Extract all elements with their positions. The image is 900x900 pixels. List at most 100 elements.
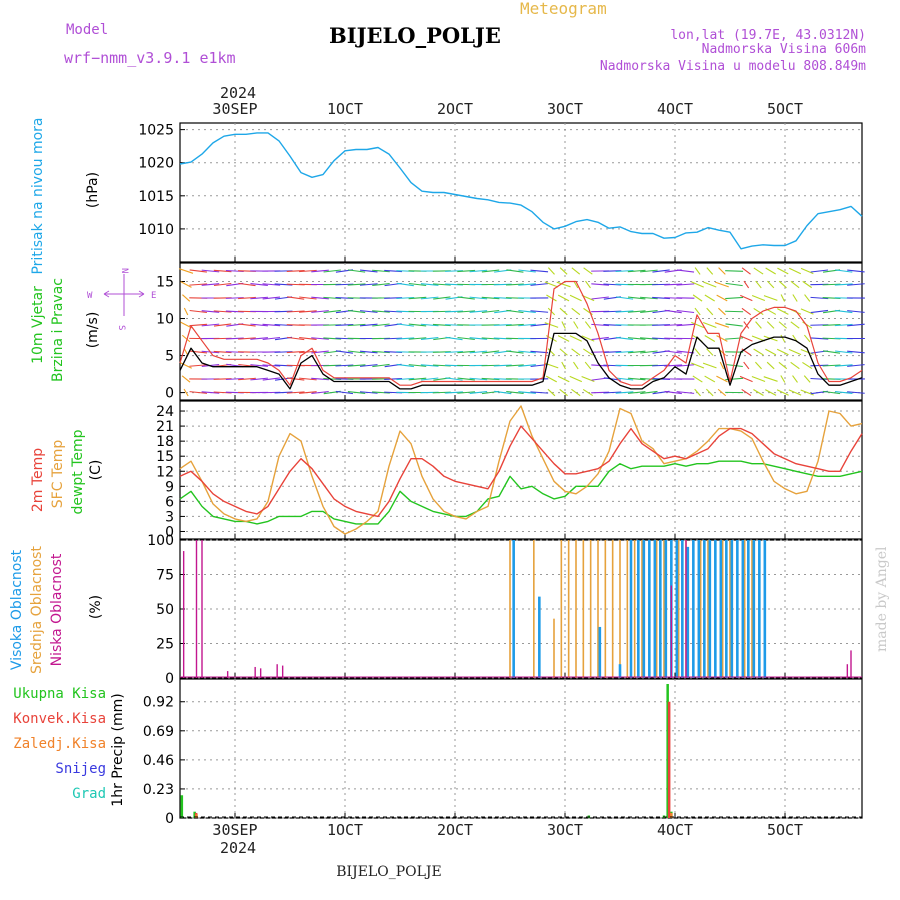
wind-barb — [627, 350, 646, 354]
precip-legend-total: Ukupna Kisa — [13, 686, 106, 702]
cloud-ylabel-mid: Srednja Oblacnost — [29, 546, 45, 674]
wind-barb — [201, 283, 220, 286]
wind-barb — [201, 391, 220, 394]
wind-barb — [481, 296, 500, 300]
y-tick-label: 50 — [156, 602, 174, 618]
wind-barb — [408, 377, 427, 381]
wind-barb — [834, 364, 853, 367]
temp-ylabel-2m: 2m Temp — [30, 448, 46, 512]
wind-barb — [780, 334, 786, 343]
wind-barb — [716, 335, 728, 342]
wind-barb — [753, 267, 764, 275]
wind-barb — [676, 391, 695, 394]
wind-barb — [547, 348, 556, 356]
y-tick-label: 1015 — [138, 189, 174, 205]
wind-barb — [189, 350, 208, 354]
wind-barb — [591, 283, 610, 286]
wind-barb — [790, 361, 800, 370]
wind-barb — [691, 362, 705, 369]
wind-barb — [481, 269, 500, 273]
x-bottom-tick-label: 3OCT — [547, 821, 583, 839]
wind-barb — [835, 350, 853, 354]
wind-barb — [559, 307, 568, 316]
wind-barb — [706, 267, 714, 275]
wind-barb — [469, 377, 488, 381]
wind-barb — [505, 323, 524, 327]
wind-barb — [347, 391, 366, 394]
wind-barb — [250, 364, 268, 367]
wind-barb — [847, 364, 865, 367]
wind-barb — [627, 337, 646, 340]
wind-barb — [810, 337, 829, 340]
wind-barb — [640, 390, 658, 395]
wind-barb — [274, 351, 293, 353]
wind-barb — [800, 308, 814, 315]
wind-barb — [706, 307, 714, 316]
y-tick-label: 10 — [156, 312, 174, 328]
wind-barb — [591, 391, 610, 394]
dewpoint-line — [179, 460, 863, 525]
wind-barb — [506, 390, 524, 395]
wind-barb — [506, 309, 524, 314]
wind-barb — [740, 294, 753, 302]
wind-barb — [372, 269, 390, 273]
wind-barb — [493, 324, 512, 326]
wind-barb — [676, 350, 695, 354]
wind-barb — [692, 294, 703, 302]
wind-barb — [584, 361, 592, 370]
y-tick-label: 0.69 — [143, 724, 174, 740]
wind-barb — [763, 295, 778, 301]
wind-barb — [547, 388, 556, 397]
wind-barb — [432, 364, 451, 367]
wind-barb — [359, 283, 378, 286]
y-tick-label: 5 — [165, 349, 174, 365]
wind-barb — [299, 391, 317, 394]
wind-barb — [445, 391, 463, 394]
wind-barb — [676, 323, 695, 327]
y-tick-label: 0.92 — [143, 695, 174, 711]
wind-barb — [741, 388, 752, 397]
wind-barb — [347, 309, 366, 314]
wind-barb — [250, 323, 268, 327]
panel-frame — [179, 262, 863, 401]
wind-barb — [396, 323, 414, 327]
x-top-tick-label: 3OCT — [547, 100, 583, 118]
y-tick-label: 3 — [165, 509, 174, 525]
wind-barb — [189, 364, 208, 367]
wind-barb — [847, 269, 865, 273]
wind-barb — [676, 364, 695, 367]
wind-barb — [583, 348, 593, 356]
cloud-unit: (%) — [88, 595, 104, 619]
wind-barb — [822, 324, 841, 326]
wind-barb — [335, 283, 354, 286]
wind-barb — [615, 377, 634, 381]
wind-barb — [287, 296, 305, 300]
wind-barb — [822, 350, 841, 354]
wind-barb — [286, 391, 305, 394]
x-bottom-tick-label: 5OCT — [767, 821, 803, 839]
wind-barb — [569, 335, 582, 342]
wind-barb — [432, 351, 451, 353]
bottom-year-label: 2024 — [220, 839, 256, 857]
meteogram-label: Meteogram — [520, 0, 607, 18]
wind-barb — [706, 348, 714, 356]
wind-barb — [323, 364, 342, 367]
wind-barb — [530, 269, 549, 273]
wind-barb — [384, 310, 403, 313]
compass-s: S — [116, 325, 126, 330]
wind-barb — [238, 282, 256, 287]
pressure-panel: 1010 1015 1020 1025 — [138, 122, 863, 263]
wind-barb — [664, 323, 683, 327]
wind-barb — [225, 337, 244, 340]
x-bottom-tick-label: 4OCT — [657, 821, 693, 839]
wind-barb — [335, 390, 354, 395]
compass-rose-icon: N W E S — [87, 268, 156, 330]
wind-barb — [725, 270, 744, 272]
y-tick-label: 21 — [156, 419, 174, 435]
wind-barb — [581, 335, 595, 342]
wind-barb — [238, 323, 256, 327]
y-tick-label: 9 — [165, 479, 174, 495]
wind-barb — [420, 364, 439, 367]
wind-barb — [530, 310, 549, 313]
wind-barb — [615, 391, 634, 394]
